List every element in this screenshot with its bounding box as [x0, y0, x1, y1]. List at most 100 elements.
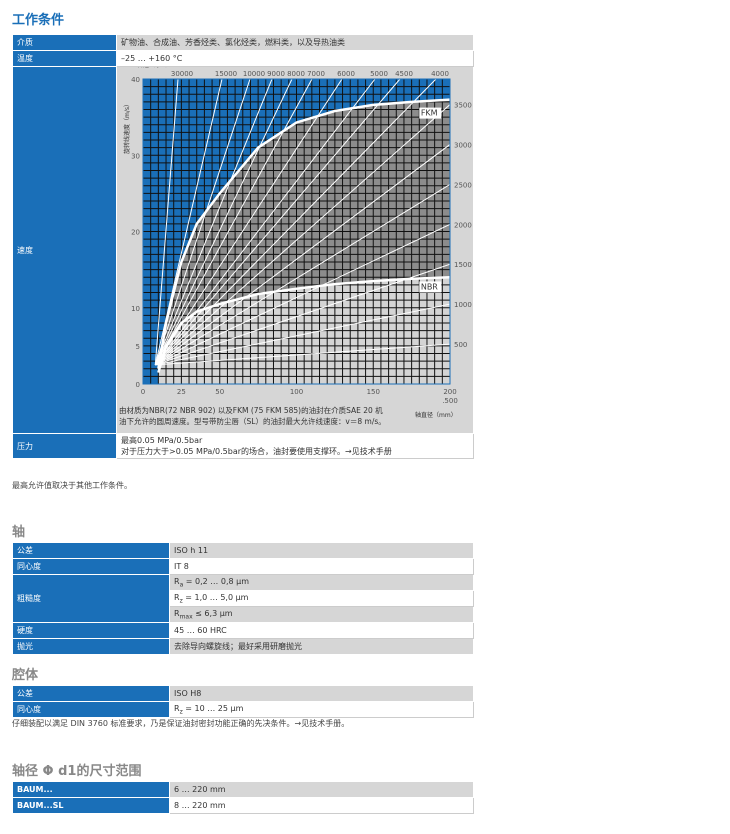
rpm-line	[155, 223, 450, 366]
rpm-line	[154, 79, 293, 366]
row-label: 粗糙度	[12, 574, 170, 623]
rpm-line	[154, 79, 376, 366]
table-row: 压力 最高0.05 MPa/0.5bar 对于压力大于>0.05 MPa/0.5ba…	[12, 433, 474, 459]
y-axis-label: 旋转线速度（m/s）	[123, 101, 131, 154]
row-value: 矿物油、合成油、芳香烃类、氯化烃类，燃料类，以及导热油类	[116, 34, 474, 51]
sizes-table: BAUM... 6 … 220 mm BAUM...SL 8 … 220 mm	[12, 781, 474, 814]
table-row: 介质 矿物油、合成油、芳香烃类、氯化烃类，燃料类，以及导热油类	[12, 34, 474, 51]
rpm-line	[154, 79, 401, 366]
rpm-line	[154, 144, 450, 366]
rpm-line	[155, 183, 450, 366]
pressure-value: 最高0.05 MPa/0.5bar	[121, 436, 203, 445]
series-label-bg	[419, 281, 442, 293]
row-label: 同心度	[12, 558, 170, 575]
row-label: 速度	[12, 66, 117, 434]
rpm-right-label: 3000	[454, 141, 472, 149]
rpm-right-label: 3500	[454, 102, 472, 110]
row-value: 8 … 220 mm	[169, 797, 474, 814]
rpm-line	[154, 79, 313, 366]
row-label: 压力	[12, 433, 117, 459]
rpm-top-label: 15000	[215, 70, 237, 78]
row-label: 同心度	[12, 701, 170, 718]
series-label-bg	[419, 107, 442, 119]
rpm-line	[154, 79, 179, 365]
table-row: 速度 30000 15000 10000 9000 8000 7000 6000 5000 45…	[12, 61, 474, 434]
row-value: 6 … 220 mm	[169, 781, 474, 798]
conditions-note: 最高允许值取决于其他工作条件。	[12, 481, 132, 490]
rpm-right-label: 2000	[454, 221, 472, 229]
y-tick-label: 40	[131, 76, 140, 84]
plot-area	[143, 79, 450, 384]
section-title-shaft: 轴	[12, 525, 26, 540]
row-label: 公差	[12, 542, 170, 559]
row-label: 抛光	[12, 638, 170, 655]
rpm-line	[155, 263, 450, 366]
row-value: Rz = 1,0 … 5,0 µm	[169, 590, 474, 607]
row-label: 公差	[12, 685, 170, 702]
rpm-line	[155, 343, 450, 366]
row-value: Rmax ≤ 6,3 µm	[169, 606, 474, 623]
y-tick-label: 0	[136, 381, 140, 389]
rpm-right-label: 1500	[454, 261, 472, 269]
row-value: 45 … 60 HRC	[169, 622, 474, 639]
housing-table: 公差 ISO H8 同心度 Rz = 10 … 25 µm	[12, 685, 474, 718]
rpm-top-label: 30000	[171, 70, 193, 78]
conditions-table: 介质 矿物油、合成油、芳香烃类、氯化烃类，燃料类，以及导热油类 温度 –25 … +…	[12, 34, 474, 459]
rpm-top-label: 4000	[431, 70, 449, 78]
rpm-right-label: 2500	[454, 181, 472, 189]
y-tick-label: 10	[131, 305, 140, 313]
y-tick-label: 20	[131, 229, 140, 237]
x-tick-label: 25	[177, 388, 186, 396]
row-value: 去除导向螺旋线；最好采用研磨抛光	[169, 638, 474, 655]
section-title-conditions: 工作条件	[12, 13, 65, 28]
rpm-right-label: 1000	[454, 301, 472, 309]
x-tick-label: 100	[290, 388, 303, 396]
x-tick-label: 200	[443, 388, 456, 396]
row-value: ISO H8	[169, 685, 474, 702]
row-value: Rz = 10 … 25 µm	[169, 701, 474, 718]
rpm-right-label: 500	[454, 341, 467, 349]
x-tick-extra: .500	[442, 397, 458, 405]
table-row: 温度 –25 … +160 °C	[12, 50, 474, 67]
top-axis-label: 转速（r/m）	[137, 67, 171, 69]
rpm-top-label: 9000	[267, 70, 285, 78]
x-tick-label: 150	[367, 388, 380, 396]
rpm-top-label: 8000	[287, 70, 305, 78]
x-tick-label: 50	[215, 388, 224, 396]
rpm-top-label: 6000	[337, 70, 355, 78]
section-title-sizes: 轴径 Φ d1的尺寸范围	[12, 764, 142, 779]
rpm-top-label: 5000	[370, 70, 388, 78]
rpm-line	[154, 79, 273, 366]
nbr-curve	[157, 276, 450, 373]
rpm-line	[154, 79, 343, 366]
row-label: BAUM...	[12, 781, 170, 798]
speed-chart-cell: 30000 15000 10000 9000 8000 7000 6000 5000 4500 4…	[116, 61, 474, 434]
x-tick-label: 0	[141, 388, 145, 396]
series-label-nbr: NBR	[421, 282, 438, 291]
rpm-top-label: 7000	[307, 70, 325, 78]
row-value: –25 … +160 °C	[116, 50, 474, 67]
chart-caption: 由材质为NBR(72 NBR 902) 以及FKM (75 FKM 585)的油…	[119, 406, 386, 426]
pressure-note: 对于压力大于>0.05 MPa/0.5bar的场合，油封要使用支撑环。→见技术手…	[121, 447, 392, 456]
y-tick-label: 30	[131, 152, 140, 160]
row-label: 温度	[12, 50, 117, 67]
y-tick-label: 5	[136, 343, 140, 351]
row-value: ISO h 11	[169, 542, 474, 559]
rpm-line	[154, 79, 437, 366]
speed-chart: 30000 15000 10000 9000 8000 7000 6000 5000 4500 4…	[123, 61, 472, 419]
rpm-line	[154, 104, 450, 366]
row-value: IT 8	[169, 558, 474, 575]
row-label: 硬度	[12, 622, 170, 639]
rpm-top-label: 10000	[243, 70, 265, 78]
x-axis-label: 轴直径（mm）	[415, 411, 457, 419]
section-title-housing: 腔体	[12, 668, 39, 683]
row-label: 介质	[12, 34, 117, 51]
row-value: Ra = 0,2 … 0,8 µm	[169, 574, 474, 591]
rpm-line	[155, 303, 450, 366]
shaft-table: 公差 ISO h 11 同心度 IT 8 粗糙度 Ra = 0,2 … 0,8 µm …	[12, 542, 474, 655]
series-label-fkm: FKM	[421, 109, 438, 118]
rpm-line	[154, 79, 251, 366]
fkm-curve	[157, 98, 450, 369]
housing-note: 仔细装配以满足 DIN 3760 标准要求，乃是保证油封密封功能正确的先决条件。…	[12, 719, 350, 728]
plot-border	[142, 78, 451, 385]
